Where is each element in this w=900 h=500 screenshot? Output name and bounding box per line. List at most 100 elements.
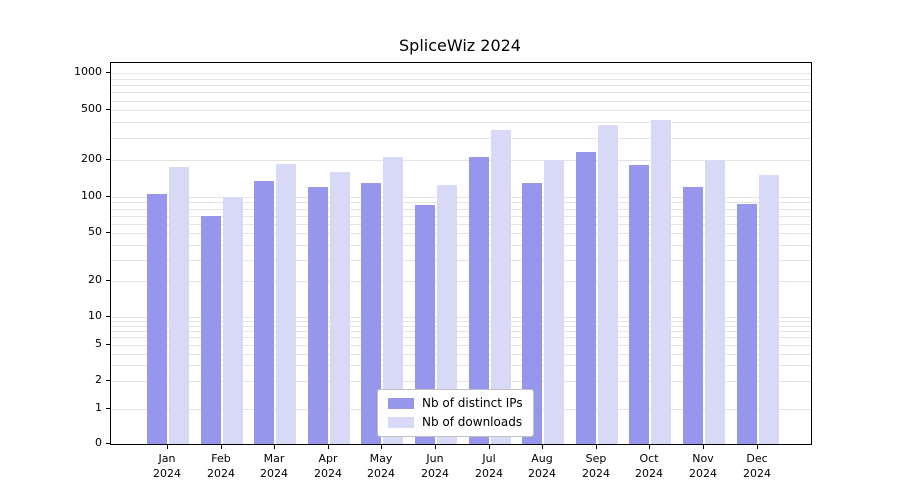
bar-downloads xyxy=(651,120,671,444)
y-tick-mark xyxy=(106,196,110,197)
bar-downloads xyxy=(276,164,296,444)
x-tick-mark xyxy=(274,445,275,449)
bar-distinct-ips xyxy=(201,216,221,444)
legend-item-distinct-ips: Nb of distinct IPs xyxy=(388,397,523,410)
x-tick-mark xyxy=(649,445,650,449)
y-tick-label: 0 xyxy=(95,436,102,449)
legend-swatch-distinct-ips xyxy=(388,398,414,409)
gridline xyxy=(111,321,811,322)
gridline xyxy=(111,317,811,318)
x-tick-mark xyxy=(757,445,758,449)
gridline xyxy=(111,92,811,93)
x-tick-label: Apr 2024 xyxy=(314,452,342,480)
gridline xyxy=(111,337,811,338)
gridline xyxy=(111,122,811,123)
gridline xyxy=(111,85,811,86)
bar-downloads xyxy=(705,160,725,444)
bar-distinct-ips xyxy=(629,165,649,444)
y-tick-mark xyxy=(106,443,110,444)
gridline xyxy=(111,233,811,234)
bar-downloads xyxy=(544,160,564,444)
legend: Nb of distinct IPs Nb of downloads xyxy=(377,389,534,437)
x-tick-label: Nov 2024 xyxy=(689,452,717,480)
gridline xyxy=(111,331,811,332)
x-tick-mark xyxy=(328,445,329,449)
y-tick-label: 20 xyxy=(88,272,102,286)
x-tick-mark xyxy=(381,445,382,449)
x-tick-mark xyxy=(167,445,168,449)
gridline xyxy=(111,381,811,382)
gridline xyxy=(111,245,811,246)
y-tick-label: 5 xyxy=(95,336,102,350)
chart-title: SpliceWiz 2024 xyxy=(399,36,521,55)
x-tick-mark xyxy=(435,445,436,449)
y-tick-mark xyxy=(106,408,110,409)
y-tick-label: 1 xyxy=(95,401,102,414)
y-tick-label: 200 xyxy=(81,151,102,165)
bar-distinct-ips xyxy=(415,205,435,444)
bar-downloads xyxy=(223,197,243,444)
gridline xyxy=(111,365,811,366)
x-tick-mark xyxy=(542,445,543,449)
bar-downloads xyxy=(598,125,618,444)
y-tick-label: 100 xyxy=(81,189,102,202)
x-tick-label: Feb 2024 xyxy=(207,452,235,480)
gridline xyxy=(111,160,811,161)
plot-area xyxy=(110,62,812,445)
bar-distinct-ips xyxy=(254,181,274,444)
x-tick-label: Mar 2024 xyxy=(260,452,288,480)
bar-downloads xyxy=(491,130,511,444)
bar-downloads xyxy=(330,172,350,444)
gridline xyxy=(111,209,811,210)
y-tick-label: 1000 xyxy=(74,65,102,78)
x-tick-label: Sep 2024 xyxy=(582,452,610,480)
gridline xyxy=(111,260,811,261)
x-tick-mark xyxy=(703,445,704,449)
gridline xyxy=(111,354,811,355)
gridline xyxy=(111,110,811,111)
bar-downloads xyxy=(759,175,779,444)
gridline xyxy=(111,281,811,282)
legend-label-distinct-ips: Nb of distinct IPs xyxy=(422,396,523,410)
y-tick-label: 500 xyxy=(81,102,102,116)
y-tick-mark xyxy=(106,380,110,381)
gridline xyxy=(111,326,811,327)
gridline xyxy=(111,202,811,203)
y-tick-mark xyxy=(106,72,110,73)
bar-distinct-ips xyxy=(361,183,381,444)
bar-downloads xyxy=(169,167,189,444)
bar-distinct-ips xyxy=(147,194,167,444)
y-tick-mark xyxy=(106,109,110,110)
gridline xyxy=(111,197,811,198)
x-tick-label: Jul 2024 xyxy=(475,452,503,480)
x-tick-label: Dec 2024 xyxy=(743,452,771,480)
y-tick-mark xyxy=(106,344,110,345)
gridline xyxy=(111,224,811,225)
y-tick-mark xyxy=(106,232,110,233)
bar-distinct-ips xyxy=(469,157,489,444)
x-tick-mark xyxy=(489,445,490,449)
x-tick-label: Jun 2024 xyxy=(421,452,449,480)
y-tick-mark xyxy=(106,159,110,160)
y-tick-label: 10 xyxy=(88,309,102,322)
bar-downloads xyxy=(437,185,457,444)
y-tick-mark xyxy=(106,280,110,281)
legend-swatch-downloads xyxy=(388,417,414,428)
x-tick-label: Oct 2024 xyxy=(635,452,663,480)
bar-downloads xyxy=(383,157,403,444)
gridline xyxy=(111,73,811,74)
y-tick-label: 50 xyxy=(88,225,102,239)
x-tick-label: Jan 2024 xyxy=(153,452,181,480)
bar-distinct-ips xyxy=(683,187,703,444)
bar-distinct-ips xyxy=(737,204,757,444)
x-tick-mark xyxy=(221,445,222,449)
gridline xyxy=(111,138,811,139)
legend-label-downloads: Nb of downloads xyxy=(422,415,523,429)
y-tick-label: 2 xyxy=(95,373,102,387)
legend-item-downloads: Nb of downloads xyxy=(388,416,523,429)
gridline xyxy=(111,101,811,102)
y-tick-mark xyxy=(106,316,110,317)
gridline xyxy=(111,79,811,80)
x-tick-label: May 2024 xyxy=(367,452,395,480)
